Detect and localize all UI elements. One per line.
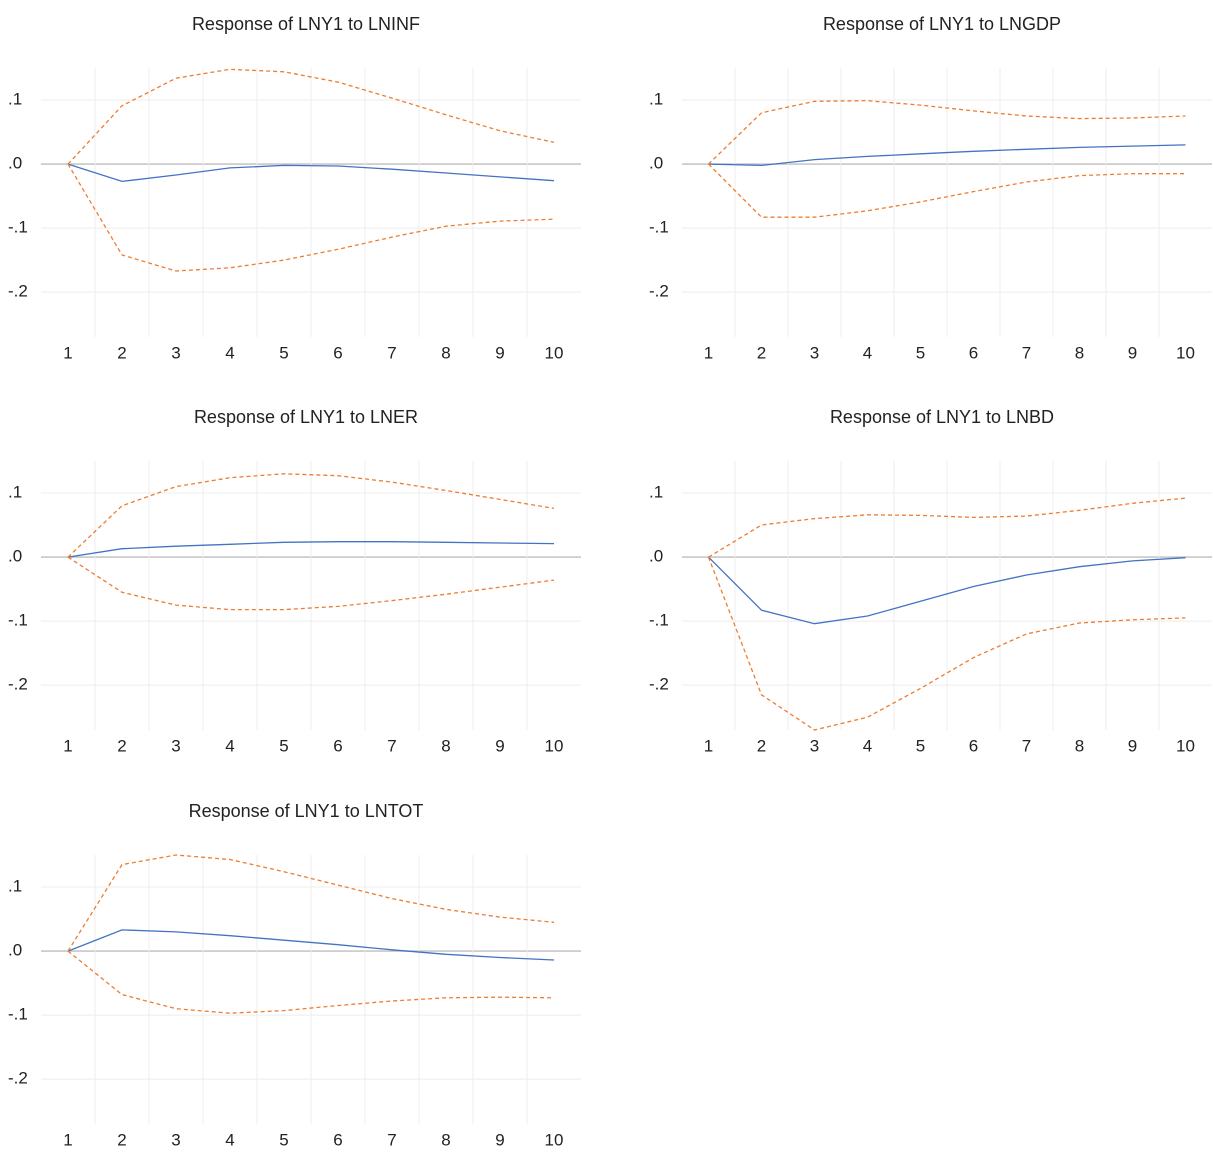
chart-title: Response of LNY1 to LNGDP [823, 14, 1061, 34]
x-tick-label: 9 [495, 1130, 504, 1149]
x-tick-label: 1 [704, 736, 713, 755]
x-tick-label: 3 [810, 343, 819, 362]
y-tick-label: .1 [649, 90, 663, 109]
x-tick-label: 2 [117, 343, 126, 362]
x-tick-label: 5 [279, 343, 288, 362]
page: {"chart_data": [ {"type": "line", "title… [0, 0, 1213, 1155]
x-tick-label: 3 [171, 736, 180, 755]
x-tick-label: 10 [545, 736, 564, 755]
x-tick-label: 8 [441, 1130, 450, 1149]
x-tick-label: 8 [441, 343, 450, 362]
x-tick-label: 7 [1022, 736, 1031, 755]
x-tick-label: 1 [63, 343, 72, 362]
x-tick-label: 5 [916, 736, 925, 755]
y-tick-label: -.2 [649, 282, 669, 301]
y-tick-label: -.1 [8, 1005, 28, 1024]
x-tick-label: 6 [333, 1130, 342, 1149]
y-tick-label: .1 [8, 877, 22, 896]
chart-title: Response of LNY1 to LNINF [192, 14, 420, 34]
x-tick-label: 7 [1022, 343, 1031, 362]
x-tick-label: 3 [171, 1130, 180, 1149]
y-tick-label: .0 [649, 154, 663, 173]
x-tick-label: 5 [279, 736, 288, 755]
x-tick-label: 7 [387, 343, 396, 362]
x-tick-label: 6 [333, 343, 342, 362]
chart-title: Response of LNY1 to LNTOT [189, 801, 424, 821]
x-tick-label: 9 [495, 343, 504, 362]
y-tick-label: -.2 [8, 1069, 28, 1088]
x-tick-label: 8 [1075, 736, 1084, 755]
y-tick-label: .0 [8, 547, 22, 566]
x-tick-label: 2 [117, 1130, 126, 1149]
x-tick-label: 4 [225, 736, 234, 755]
x-tick-label: 8 [1075, 343, 1084, 362]
x-tick-label: 5 [279, 1130, 288, 1149]
y-tick-label: .1 [649, 483, 663, 502]
x-tick-label: 9 [1128, 343, 1137, 362]
x-tick-label: 10 [1176, 343, 1195, 362]
x-tick-label: 7 [387, 1130, 396, 1149]
x-tick-label: 4 [225, 1130, 234, 1149]
x-tick-label: 1 [63, 1130, 72, 1149]
x-tick-label: 10 [1176, 736, 1195, 755]
y-tick-label: -.1 [8, 611, 28, 630]
x-tick-label: 4 [863, 736, 872, 755]
chart-title: Response of LNY1 to LNBD [830, 407, 1054, 427]
x-tick-label: 2 [117, 736, 126, 755]
y-tick-label: -.1 [649, 218, 669, 237]
y-tick-label: .1 [8, 90, 22, 109]
x-tick-label: 10 [545, 1130, 564, 1149]
x-tick-label: 5 [916, 343, 925, 362]
x-tick-label: 4 [225, 343, 234, 362]
y-tick-label: -.1 [8, 218, 28, 237]
chart-grid: Response of LNY1 to LNINF .1 .0 -.1 -.2 1 2 3 4 5… [0, 0, 1213, 1155]
x-tick-label: 6 [333, 736, 342, 755]
y-tick-label: .0 [8, 154, 22, 173]
chart-title: Response of LNY1 to LNER [194, 407, 418, 427]
y-tick-label: -.1 [649, 611, 669, 630]
y-tick-label: .0 [649, 547, 663, 566]
x-tick-label: 2 [757, 343, 766, 362]
y-tick-label: -.2 [8, 675, 28, 694]
y-tick-label: .0 [8, 941, 22, 960]
x-tick-label: 2 [757, 736, 766, 755]
y-tick-label: -.2 [649, 675, 669, 694]
x-tick-label: 8 [441, 736, 450, 755]
y-tick-label: .1 [8, 483, 22, 502]
x-tick-label: 10 [545, 343, 564, 362]
x-tick-label: 9 [495, 736, 504, 755]
x-tick-label: 3 [810, 736, 819, 755]
x-tick-label: 3 [171, 343, 180, 362]
x-tick-label: 6 [969, 343, 978, 362]
x-tick-label: 6 [969, 736, 978, 755]
x-tick-label: 7 [387, 736, 396, 755]
x-tick-label: 1 [63, 736, 72, 755]
x-tick-label: 1 [704, 343, 713, 362]
x-tick-label: 4 [863, 343, 872, 362]
y-tick-label: -.2 [8, 282, 28, 301]
x-tick-label: 9 [1128, 736, 1137, 755]
